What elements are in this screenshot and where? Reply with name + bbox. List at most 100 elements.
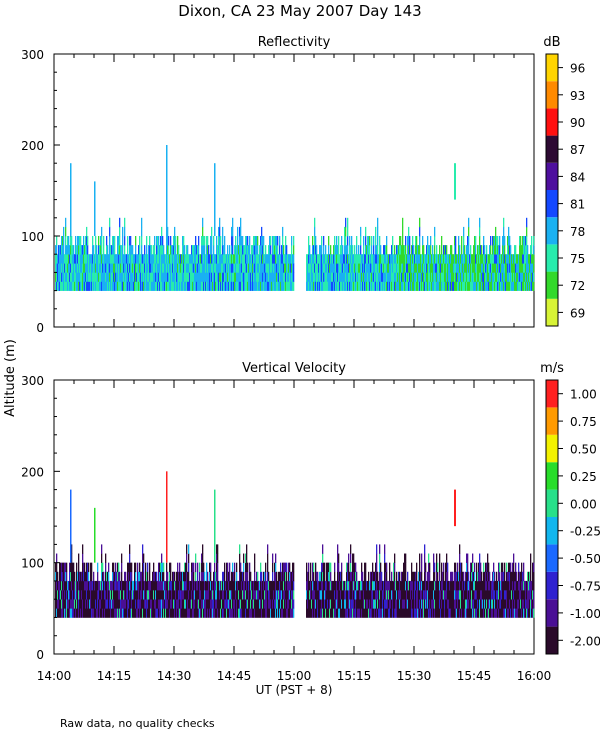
velocity-cell (380, 562, 382, 573)
reflectivity-cell (251, 263, 253, 273)
velocity-cell (398, 599, 400, 609)
velocity-cell (317, 590, 319, 600)
velocity-cell (147, 580, 149, 591)
reflectivity-cell (409, 272, 411, 282)
velocity-cell (405, 590, 407, 600)
velocity-cell (343, 580, 345, 591)
reflectivity-cell (260, 272, 262, 282)
reflectivity-cell (526, 281, 528, 291)
velocity-cell (389, 580, 391, 591)
reflectivity-cell (502, 263, 504, 273)
reflectivity-cell (222, 272, 224, 282)
velocity-cell (513, 553, 515, 563)
reflectivity-cell (432, 245, 434, 255)
reflectivity-cell (348, 272, 350, 282)
velocity-cell (244, 590, 246, 600)
velocity-cell (445, 580, 447, 591)
velocity-cell (255, 599, 257, 609)
reflectivity-cell (172, 281, 174, 291)
reflectivity-cell (521, 254, 523, 264)
velocity-cell (446, 590, 448, 600)
reflectivity-cell (496, 263, 498, 273)
reflectivity-cell (214, 254, 216, 264)
reflectivity-cell (263, 263, 265, 273)
reflectivity-cell (160, 236, 162, 246)
reflectivity-cell (508, 263, 510, 273)
velocity-cell (349, 571, 351, 582)
velocity-cell (445, 599, 447, 609)
reflectivity-cell (421, 254, 423, 264)
reflectivity-cell (184, 254, 186, 264)
reflectivity-cell (227, 254, 229, 264)
velocity-cell (197, 562, 199, 573)
reflectivity-cell (481, 254, 483, 264)
velocity-cell (463, 599, 465, 609)
velocity-cell (138, 599, 140, 609)
reflectivity-cell (455, 281, 457, 291)
velocity-cell (423, 580, 425, 591)
velocity-cell (204, 580, 206, 591)
reflectivity-cell (512, 281, 514, 291)
reflectivity-cell (392, 281, 394, 291)
velocity-cell (192, 599, 194, 609)
velocity-cell (507, 608, 509, 618)
reflectivity-cell (344, 281, 346, 291)
reflectivity-cell (70, 254, 72, 264)
velocity-cell (166, 590, 168, 600)
reflectivity-cell (363, 236, 365, 246)
velocity-cell (489, 590, 491, 600)
velocity-cell (156, 580, 158, 591)
velocity-cell (276, 580, 278, 591)
reflectivity-cell (91, 281, 93, 291)
reflectivity-cell (441, 245, 443, 255)
velocity-cell (245, 599, 247, 609)
reflectivity-cell (380, 263, 382, 273)
velocity-cell (276, 590, 278, 600)
velocity-cell (143, 608, 145, 618)
reflectivity-cell (283, 272, 285, 282)
velocity-cell (510, 580, 512, 591)
velocity-cell (120, 599, 122, 609)
velocity-cell (336, 590, 338, 600)
velocity-cell (198, 608, 200, 618)
velocity-cell (509, 608, 511, 618)
velocity-cell (159, 571, 161, 582)
reflectivity-cell (414, 281, 416, 291)
velocity-cell (517, 608, 519, 618)
reflectivity-cell (261, 245, 263, 255)
reflectivity-cell (233, 263, 235, 273)
velocity-cell (285, 590, 287, 600)
reflectivity-cell (308, 245, 310, 255)
velocity-cell (512, 580, 514, 591)
velocity-cell (436, 580, 438, 591)
velocity-cell (207, 590, 209, 600)
reflectivity-cell (395, 281, 397, 291)
velocity-cell (374, 599, 376, 609)
velocity-cell (416, 571, 418, 582)
velocity-cell (149, 562, 151, 573)
reflectivity-cell (396, 245, 398, 255)
reflectivity-cell (528, 281, 530, 291)
velocity-cell (108, 562, 110, 573)
reflectivity-cell (486, 263, 488, 273)
velocity-cell (93, 590, 95, 600)
reflectivity-cell (154, 263, 156, 273)
velocity-cell (272, 571, 274, 582)
reflectivity-cell (490, 263, 492, 273)
velocity-cell (410, 599, 412, 609)
velocity-cell (213, 608, 215, 618)
reflectivity-cell (411, 263, 413, 273)
reflectivity-cell (306, 281, 308, 291)
reflectivity-cell (367, 245, 369, 255)
velocity-cell (130, 571, 132, 582)
reflectivity-cell (392, 272, 394, 282)
velocity-cell (501, 571, 503, 582)
reflectivity-cell (174, 226, 176, 237)
reflectivity-cell (477, 272, 479, 282)
reflectivity-cell (508, 272, 510, 282)
velocity-cell (274, 571, 276, 582)
velocity-cell (131, 580, 133, 591)
velocity-cell (282, 571, 284, 582)
velocity-cell (409, 608, 411, 618)
reflectivity-cell (440, 263, 442, 273)
